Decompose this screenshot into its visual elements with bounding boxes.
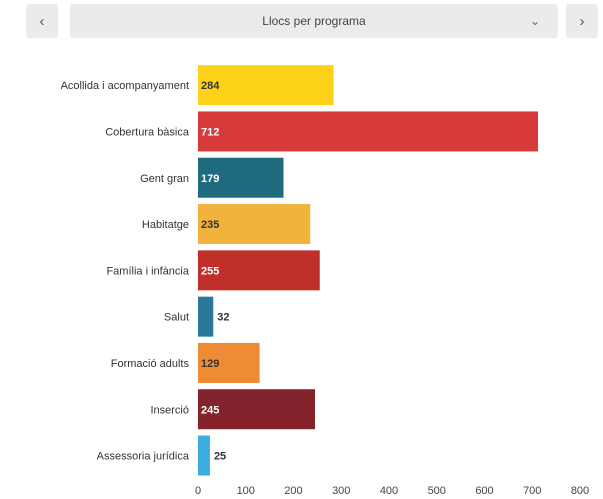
x-tick-label: 700 [523, 485, 541, 497]
bar [198, 342, 260, 383]
data-label: 712 [201, 126, 219, 138]
category-label: Família i infància [106, 265, 189, 277]
category-label: Salut [164, 312, 189, 324]
bar [198, 111, 538, 152]
category-label: Formació adults [111, 358, 190, 370]
data-label: 179 [201, 173, 219, 185]
bar [198, 250, 320, 291]
previous-button[interactable]: ‹ [26, 4, 58, 38]
x-tick-label: 0 [195, 485, 201, 497]
selector-label: Llocs per programa [262, 14, 366, 28]
x-tick-label: 600 [475, 485, 493, 497]
category-label: Acollida i acompanyament [61, 80, 189, 92]
data-label: 284 [201, 80, 220, 92]
bar [198, 296, 214, 337]
data-label: 255 [201, 265, 219, 277]
x-tick-label: 200 [284, 485, 302, 497]
program-selector[interactable]: Llocs per programa ⌄ [70, 4, 558, 38]
x-tick-label: 500 [428, 485, 446, 497]
category-label: Cobertura bàsica [105, 126, 190, 138]
chevron-down-icon: ⌄ [529, 14, 540, 28]
x-tick-label: 400 [380, 485, 398, 497]
x-tick-label: 800 [571, 485, 589, 497]
data-label: 129 [201, 358, 219, 370]
category-label: Habitatge [142, 219, 189, 231]
next-button[interactable]: › [566, 4, 598, 38]
category-label: Gent gran [140, 173, 189, 185]
data-label: 245 [201, 404, 219, 416]
bar [198, 65, 334, 106]
bar [198, 157, 284, 198]
category-label: Inserció [150, 404, 189, 416]
chevron-right-icon: › [579, 12, 585, 30]
category-label: Assessoria jurídica [97, 451, 190, 463]
bar [198, 204, 311, 245]
data-label: 32 [217, 312, 229, 324]
x-tick-label: 300 [332, 485, 350, 497]
chevron-left-icon: ‹ [39, 12, 45, 30]
bar [198, 389, 315, 430]
x-tick-label: 100 [237, 485, 255, 497]
bar [198, 435, 210, 476]
data-label: 25 [214, 451, 226, 463]
data-label: 235 [201, 219, 219, 231]
